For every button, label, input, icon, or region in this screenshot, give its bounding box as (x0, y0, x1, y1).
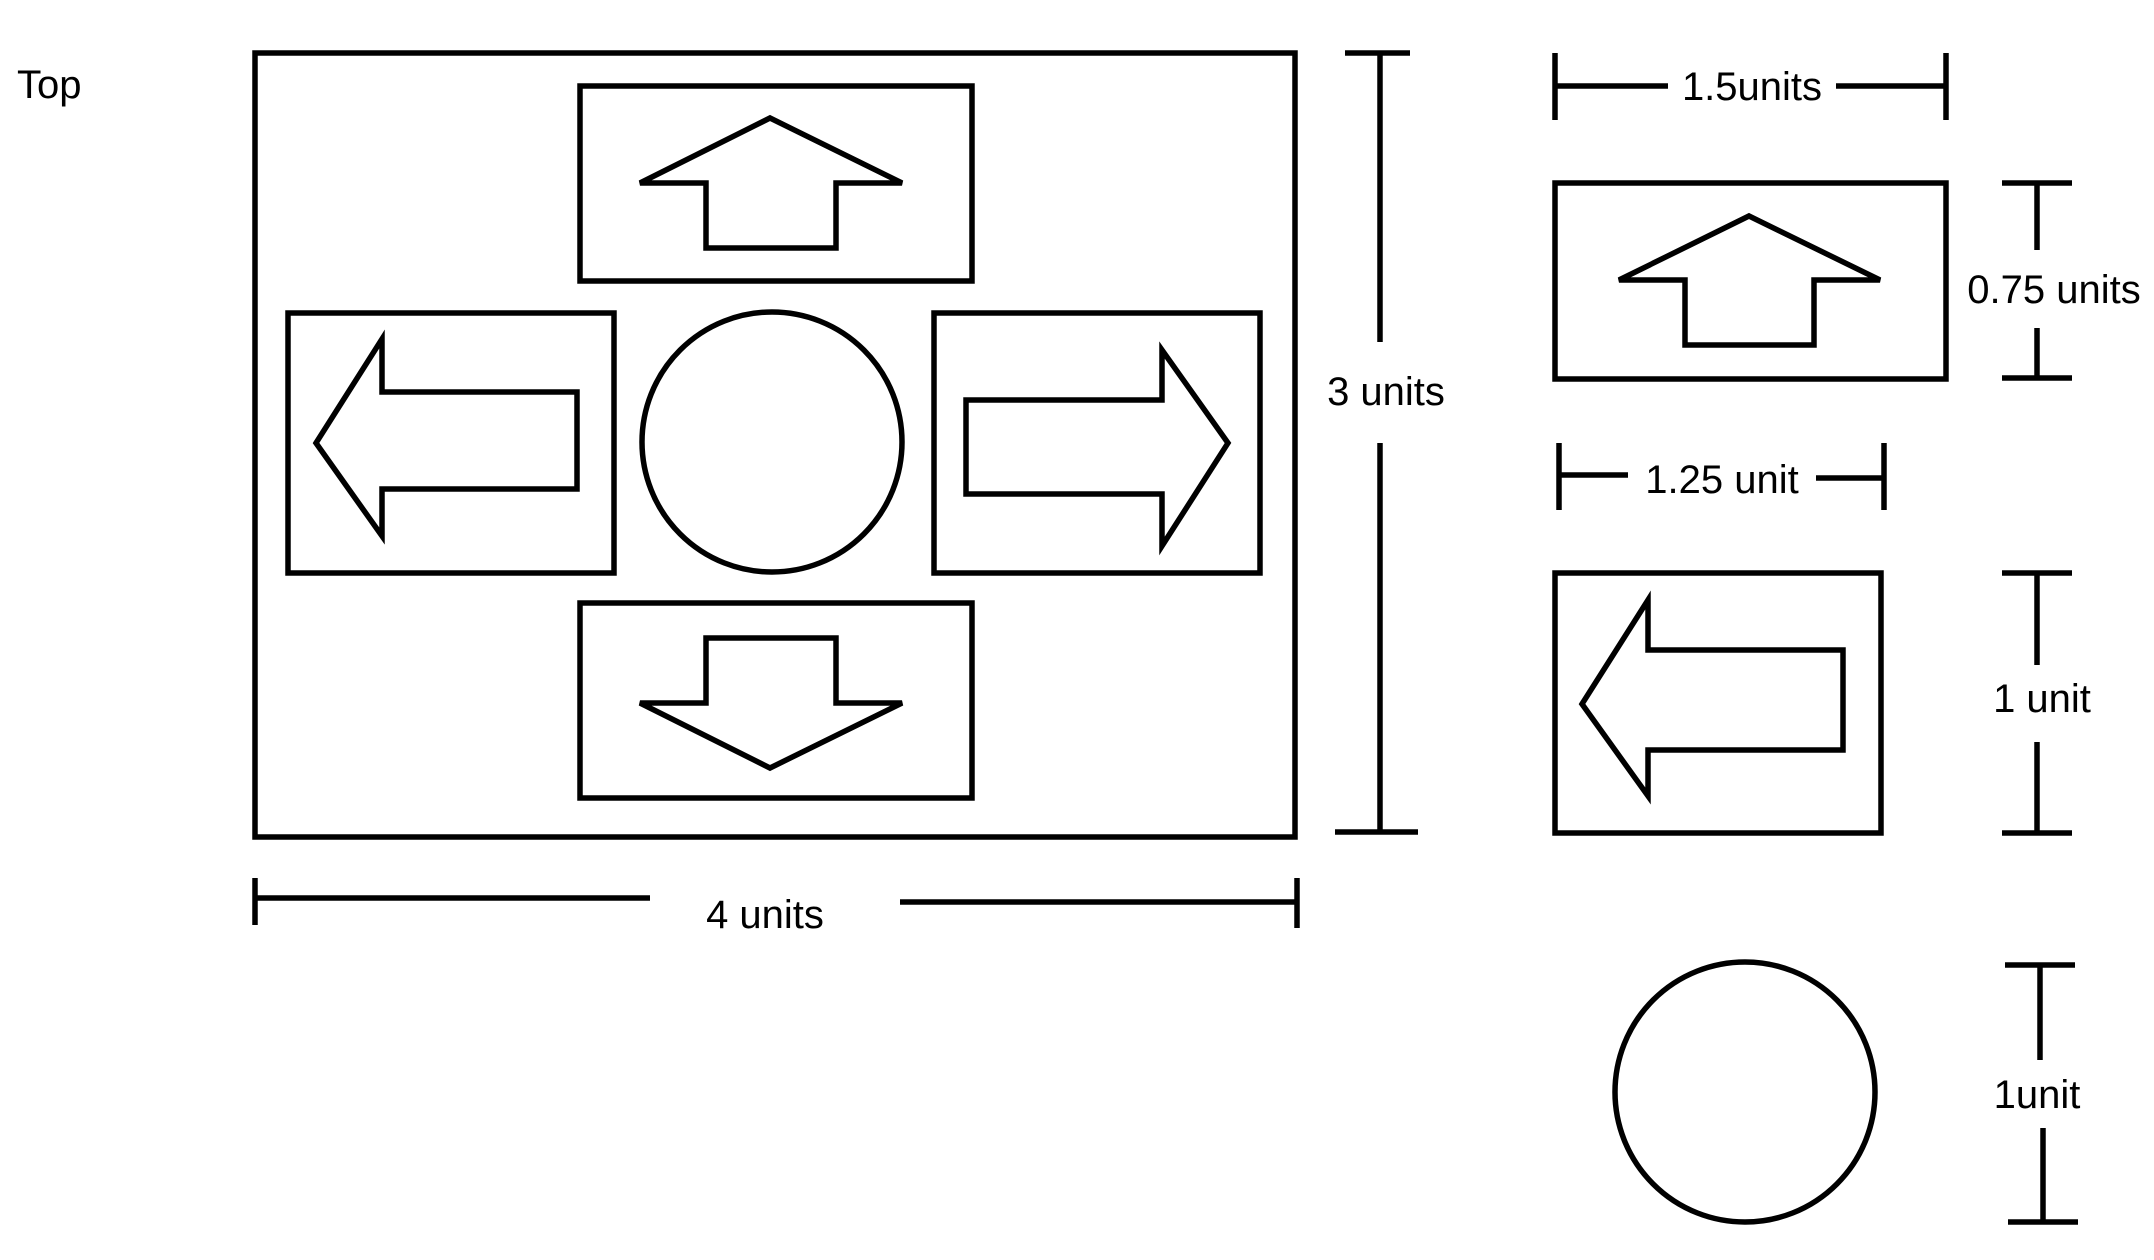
detail-up-button-frame (1552, 180, 1949, 382)
detail-left-button (1552, 570, 1884, 836)
panel-width-dimension: 4 units (252, 878, 1300, 937)
arrow-button-height-label: 0.75 units (1967, 268, 2140, 312)
panel-outline (252, 50, 1298, 840)
circle-button-icon (1612, 959, 1878, 1225)
panel-width-label: 4 units (706, 893, 824, 937)
down-arrow-icon (638, 635, 904, 772)
left-button-frame (285, 310, 617, 576)
side-button-width-label: 1.25 unit (1645, 458, 1798, 502)
panel-height-dimension: 3 units (1327, 50, 1445, 835)
down-button-frame (577, 600, 975, 801)
detail-left-button-frame (1552, 570, 1884, 836)
left-button (285, 310, 617, 576)
up-button-frame (577, 83, 975, 284)
right-button (931, 310, 1263, 576)
view-label: Top (17, 63, 82, 107)
right-arrow-icon (963, 341, 1232, 556)
up-arrow-icon (1617, 212, 1882, 348)
circle-diameter-dimension: 1unit (1994, 962, 2081, 1225)
right-button-frame (931, 310, 1263, 576)
arrow-button-width-dimension: 1.5units (1552, 53, 1949, 120)
side-button-height-dimension: 1 unit (1993, 570, 2091, 836)
up-arrow-icon (638, 114, 904, 251)
arrow-button-height-dimension: 0.75 units (1967, 180, 2141, 381)
left-arrow-icon (312, 329, 580, 545)
side-button-height-label: 1 unit (1993, 677, 2091, 721)
down-button (577, 600, 975, 801)
circle-diameter-label: 1unit (1994, 1073, 2081, 1117)
detail-up-button (1552, 180, 1949, 382)
panel-height-label: 3 units (1327, 370, 1445, 414)
left-arrow-icon (1578, 590, 1846, 805)
up-button (577, 83, 975, 284)
arrow-button-width-label: 1.5units (1682, 65, 1822, 109)
side-button-width-dimension: 1.25 unit (1556, 443, 1887, 510)
center-circle-button (639, 309, 905, 575)
